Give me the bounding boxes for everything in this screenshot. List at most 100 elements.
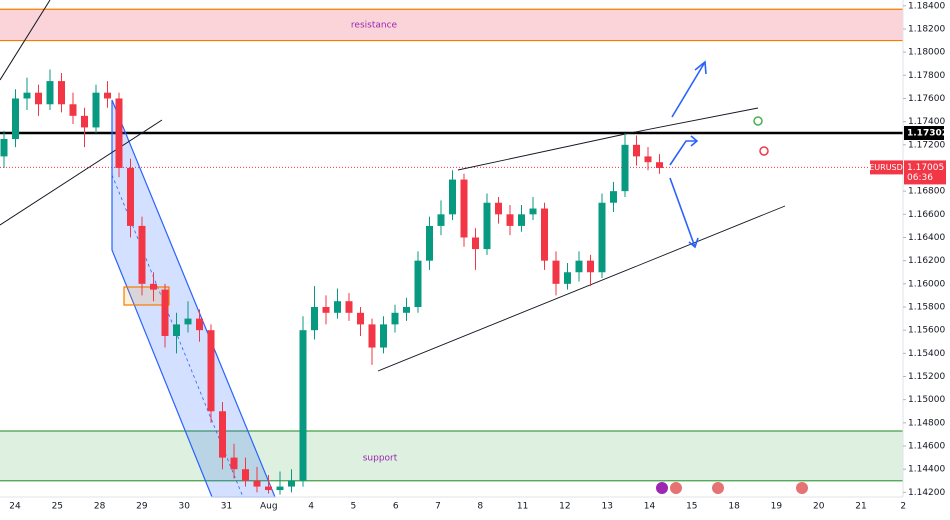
candle-body: [334, 301, 341, 313]
y-tick-label: 1.18400: [908, 1, 945, 11]
candle-body: [610, 191, 617, 203]
support-label: support: [363, 453, 398, 463]
candle-body: [357, 312, 364, 325]
candle-body: [115, 98, 123, 168]
candle-body: [138, 225, 146, 284]
candle-body: [35, 92, 42, 105]
y-tick-label: 1.17400: [908, 117, 945, 127]
y-tick-label: 1.14800: [908, 418, 945, 428]
candle-body: [598, 202, 606, 273]
box: [123, 286, 170, 306]
x-tick-label: 29: [136, 502, 148, 512]
candle-body: [656, 162, 663, 168]
candle-body: [196, 318, 203, 331]
candle-body: [46, 81, 54, 105]
event-icon: [656, 482, 668, 494]
x-tick-label: 20: [813, 502, 825, 512]
candle-body: [541, 208, 548, 261]
candle-body: [460, 179, 468, 238]
countdown: 06:36: [907, 173, 933, 183]
candle-body: [437, 214, 445, 226]
candle-body: [219, 411, 226, 458]
marker: [759, 146, 769, 156]
y-tick-label: 1.17200: [908, 140, 945, 150]
candle-body: [69, 104, 77, 116]
y-tick-label: 1.14600: [908, 442, 945, 452]
x-tick-label: 4: [308, 502, 314, 512]
candle-body: [311, 307, 318, 331]
marker: [753, 116, 763, 126]
candle-body: [449, 179, 456, 215]
candle-body: [483, 202, 491, 250]
y-tick-label: 1.16000: [908, 279, 945, 289]
x-tick-label: 25: [52, 502, 63, 512]
candle-body: [391, 312, 399, 325]
y-tick-label: 1.17600: [908, 94, 945, 104]
key-level-tag: [904, 125, 944, 140]
candle-body: [380, 324, 387, 348]
last-price-tag: [904, 160, 946, 185]
candle-body: [230, 457, 238, 470]
candle-body: [58, 81, 65, 105]
candle-body: [104, 92, 111, 99]
event-icon: [712, 482, 724, 494]
event-icon: [670, 482, 682, 494]
resistance-zone: [0, 9, 903, 41]
x-tick-label: 5: [351, 502, 357, 512]
wedge-top: [457, 132, 631, 171]
candle-body: [92, 92, 100, 128]
y-tick-label: 1.15200: [908, 372, 945, 382]
x-tick-label: 2: [900, 502, 906, 512]
candle-body: [552, 260, 560, 284]
support-zone: [0, 430, 903, 481]
candle-body: [299, 330, 307, 481]
candle-body: [150, 283, 157, 290]
y-tick-label: 1.14400: [908, 465, 945, 475]
x-tick-label: 6: [393, 502, 399, 512]
candle-body: [403, 307, 410, 313]
candle-body: [184, 318, 192, 325]
resistance-label: resistance: [351, 20, 398, 30]
candle-body: [322, 307, 330, 313]
y-tick-label: 1.18000: [908, 48, 945, 58]
x-tick-label: 11: [517, 502, 528, 512]
candle-body: [276, 486, 284, 491]
candle-body: [242, 469, 249, 481]
candle-body: [265, 486, 272, 491]
candle-body: [518, 214, 525, 226]
candle-body: [564, 272, 571, 284]
price-axis: [903, 0, 950, 520]
x-tick-label: 15: [686, 502, 697, 512]
y-tick-label: 1.16400: [908, 233, 945, 243]
candle-body: [345, 301, 353, 313]
x-tick-label: 21: [855, 502, 866, 512]
x-tick-label: 8: [477, 502, 483, 512]
candle-body: [12, 98, 19, 140]
x-tick-label: 18: [728, 502, 740, 512]
candle-body: [633, 144, 640, 157]
candle-body: [644, 156, 652, 163]
candle-body: [0, 139, 8, 157]
x-tick-label: Aug: [260, 502, 278, 512]
wedge-top: [629, 107, 759, 134]
x-tick-label: 30: [178, 502, 190, 512]
candle-body: [575, 260, 583, 273]
y-tick-label: 1.15400: [908, 349, 945, 359]
candle-body: [81, 115, 88, 128]
x-tick-label: 24: [9, 502, 21, 512]
candle-body: [587, 260, 594, 273]
x-tick-label: 19: [771, 502, 783, 512]
candle-body: [207, 330, 215, 412]
y-tick-label: 1.16600: [908, 210, 945, 220]
candle-body: [23, 92, 31, 99]
candle-body: [621, 144, 629, 192]
x-tick-label: 7: [435, 502, 441, 512]
candle-body: [288, 480, 295, 487]
wedge-bottom: [377, 205, 786, 372]
x-tick-label: 31: [221, 502, 232, 512]
candle-body: [426, 225, 433, 261]
symbol-tag: [870, 160, 903, 175]
candle-body: [127, 167, 134, 226]
y-tick-label: 1.15800: [908, 303, 945, 313]
